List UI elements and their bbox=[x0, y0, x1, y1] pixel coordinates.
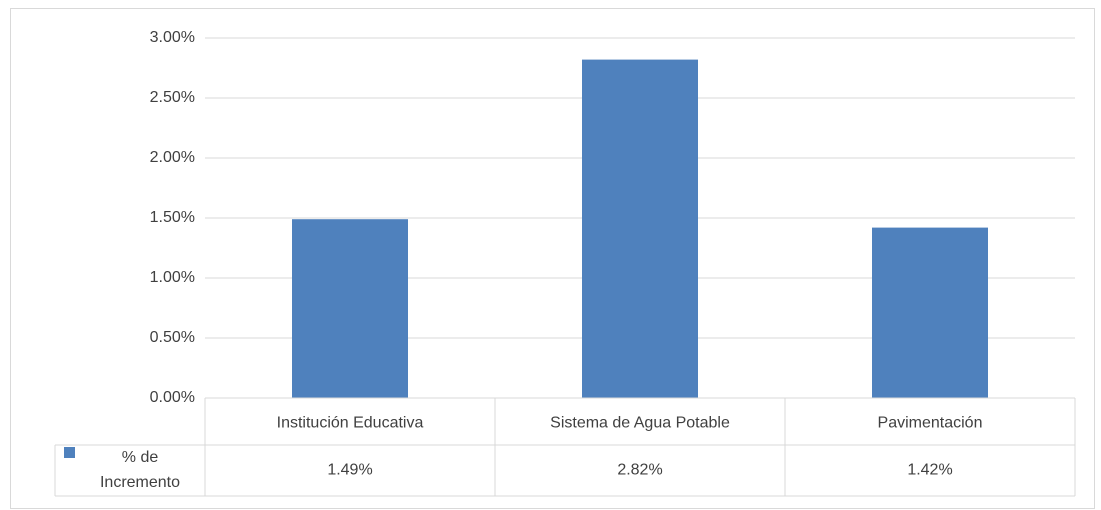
x-tick-label: Institución Educativa bbox=[277, 415, 424, 432]
legend-swatch bbox=[64, 447, 75, 458]
x-tick-label: Pavimentación bbox=[878, 415, 983, 432]
y-tick-label: 1.50% bbox=[150, 209, 195, 226]
y-tick-label: 3.00% bbox=[150, 29, 195, 46]
legend-label-box: % de Incremento bbox=[99, 449, 181, 491]
legend-label: % de Incremento bbox=[99, 449, 181, 491]
y-tick-label: 0.00% bbox=[150, 389, 195, 406]
y-tick-label: 0.50% bbox=[150, 329, 195, 346]
x-tick-label: Sistema de Agua Potable bbox=[550, 415, 730, 432]
bar bbox=[872, 227, 988, 398]
data-table-value: 1.49% bbox=[327, 462, 372, 479]
data-table-value: 1.42% bbox=[907, 462, 952, 479]
bar bbox=[582, 59, 698, 398]
y-tick-label: 2.50% bbox=[150, 89, 195, 106]
bar bbox=[292, 219, 408, 398]
y-tick-label: 2.00% bbox=[150, 149, 195, 166]
data-table-value: 2.82% bbox=[617, 462, 662, 479]
y-tick-label: 1.00% bbox=[150, 269, 195, 286]
